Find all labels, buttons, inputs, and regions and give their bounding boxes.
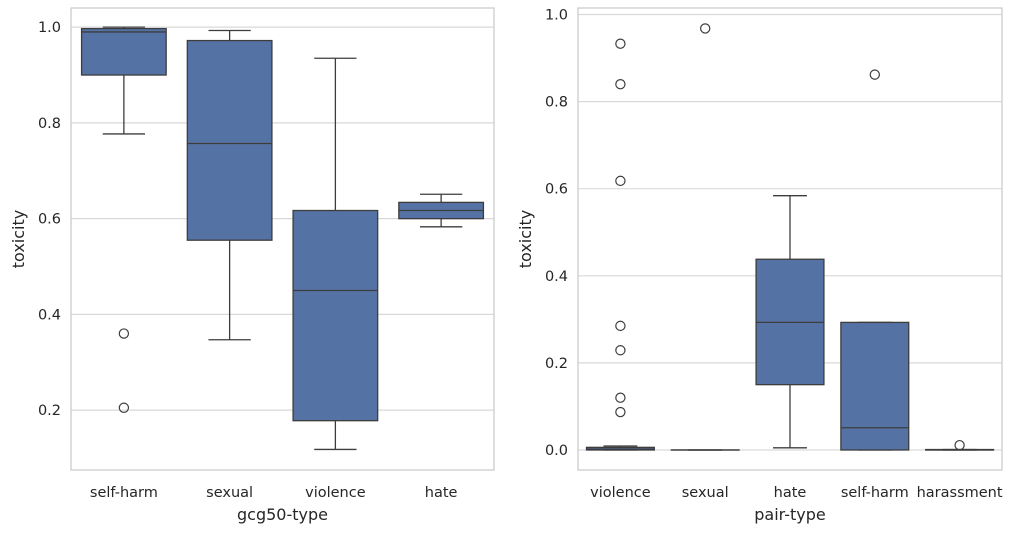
iqr-box [186,39,273,241]
box-violence [292,57,379,451]
x-axis-label: gcg50-type [237,505,328,524]
y-tick-label: 0.2 [545,356,568,372]
outlier-point [869,69,881,80]
outlier-point [615,175,626,187]
outlier-point [615,345,626,356]
x-tick-label: sexual [682,485,729,501]
box-self-harm [80,26,167,413]
outlier-point [615,406,626,418]
outlier-point [615,79,626,90]
x-tick-label: sexual [206,485,253,501]
outlier-point [615,320,626,332]
box-hate [755,195,825,449]
y-axis-label: toxicity [9,210,28,268]
y-tick-label: 0.4 [38,307,61,323]
x-tick-label: violence [305,485,366,501]
box-harassment [925,439,995,451]
box-hate [398,193,485,228]
y-tick-label: 0.6 [545,182,568,198]
y-tick-label: 1.0 [38,20,61,36]
y-tick-label: 1.0 [545,8,568,24]
outlier-point [954,439,965,451]
iqr-box [80,27,167,76]
left-chart-gcg50: 0.2 0.4 0.6 0.8 1.0 self-harm sexual violence ha… [9,7,495,524]
x-tick-label: hate [774,485,807,501]
y-tick-label: 0.4 [545,269,568,285]
y-axis-label: toxicity [516,210,535,268]
plot-frame [70,7,495,471]
y-tick-label: 0.6 [38,212,61,228]
box-self-harm [840,69,910,451]
y-tick-label: 0.8 [38,116,61,132]
plot-frame [577,7,1003,471]
outlier-point [615,38,626,49]
iqr-box [840,321,910,451]
y-tick-label: 0.8 [545,95,568,111]
x-tick-label: violence [590,485,651,501]
x-tick-label: self-harm [841,485,909,501]
outlier-point [615,392,626,403]
y-tick-label: 0.0 [545,443,568,459]
outlier-point [118,402,130,413]
box-violence [585,38,655,451]
x-tick-label: self-harm [90,485,158,501]
outlier-point [118,328,130,339]
x-axis-label: pair-type [754,505,825,524]
iqr-box [292,209,379,422]
x-tick-label: hate [425,485,458,501]
x-tick-label: harassment [917,485,1003,501]
outlier-point [700,23,711,34]
box-sexual [670,23,740,451]
box-sexual [186,29,273,341]
right-chart-pair: 0.0 0.2 0.4 0.6 0.8 1.0 violence sexual hate self… [516,7,1003,524]
y-tick-label: 0.2 [38,403,61,419]
